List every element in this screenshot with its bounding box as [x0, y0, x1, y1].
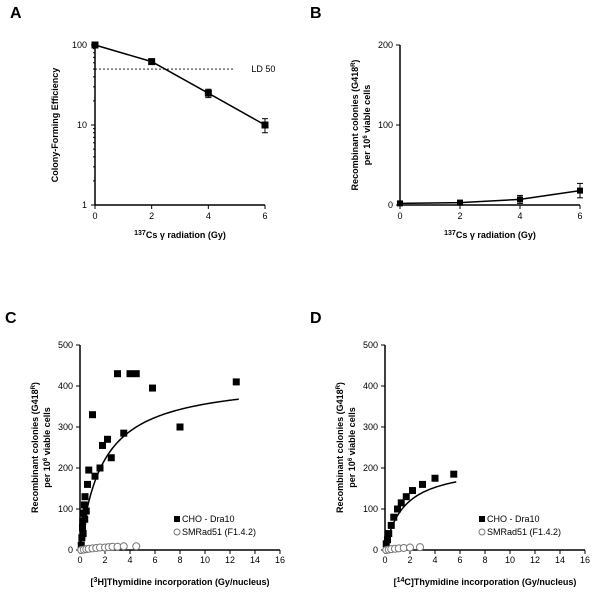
svg-text:200: 200 — [58, 463, 73, 473]
svg-text:137Cs γ radiation (Gy): 137Cs γ radiation (Gy) — [444, 230, 536, 241]
svg-text:137Cs γ radiation (Gy): 137Cs γ radiation (Gy) — [134, 230, 226, 241]
panel-label-d: D — [310, 310, 322, 328]
panel-label-b: B — [310, 5, 322, 23]
svg-text:2: 2 — [102, 555, 107, 565]
svg-text:CHO - Dra10: CHO - Dra10 — [182, 514, 235, 524]
svg-text:500: 500 — [363, 340, 378, 350]
svg-text:200: 200 — [363, 463, 378, 473]
svg-text:8: 8 — [482, 555, 487, 565]
svg-text:100: 100 — [72, 40, 87, 50]
chart-b: 0 2 4 6 0 100 200 137Cs γ radiation (Gy) Recombi… — [340, 30, 590, 250]
svg-text:200: 200 — [378, 40, 393, 50]
chart-a: 0 2 4 6 1 10 100 LD 50 137Cs γ radiation (Gy) Col… — [40, 30, 280, 250]
svg-text:14: 14 — [555, 555, 565, 565]
svg-text:10: 10 — [200, 555, 210, 565]
svg-text:10: 10 — [77, 120, 87, 130]
svg-text:SMRad51 (F1.4.2): SMRad51 (F1.4.2) — [487, 527, 561, 537]
svg-text:2: 2 — [457, 211, 462, 221]
svg-text:1: 1 — [82, 200, 87, 210]
svg-text:6: 6 — [457, 555, 462, 565]
svg-text:[14C]Thymidine incorporation (: [14C]Thymidine incorporation (Gy/nucleus… — [394, 577, 577, 588]
svg-text:10: 10 — [505, 555, 515, 565]
panel-label-a: A — [10, 5, 22, 23]
svg-text:100: 100 — [58, 504, 73, 514]
svg-text:LD 50: LD 50 — [251, 64, 275, 74]
svg-text:300: 300 — [363, 422, 378, 432]
svg-text:100: 100 — [363, 504, 378, 514]
svg-text:500: 500 — [58, 340, 73, 350]
svg-text:16: 16 — [275, 555, 285, 565]
svg-text:6: 6 — [152, 555, 157, 565]
svg-text:12: 12 — [225, 555, 235, 565]
svg-text:4: 4 — [432, 555, 437, 565]
svg-text:Colony-Forming Efficiency: Colony-Forming Efficiency — [50, 68, 60, 183]
svg-text:6: 6 — [262, 211, 267, 221]
svg-text:4: 4 — [127, 555, 132, 565]
svg-text:0: 0 — [373, 545, 378, 555]
panel-label-c: C — [5, 310, 17, 328]
chart-c: 0 2 4 6 8 10 12 14 16 0 100 200 300 400 500 CHO - Dra10… — [20, 335, 290, 595]
svg-text:SMRad51 (F1.4.2): SMRad51 (F1.4.2) — [182, 527, 256, 537]
svg-text:6: 6 — [577, 211, 582, 221]
svg-text:0: 0 — [68, 545, 73, 555]
svg-text:0: 0 — [77, 555, 82, 565]
svg-text:4: 4 — [206, 211, 211, 221]
svg-text:0: 0 — [397, 211, 402, 221]
svg-text:400: 400 — [58, 381, 73, 391]
svg-text:0: 0 — [382, 555, 387, 565]
svg-text:per 106 viable cells: per 106 viable cells — [362, 85, 372, 165]
svg-text:per 106 viable cells: per 106 viable cells — [347, 407, 357, 487]
svg-text:300: 300 — [58, 422, 73, 432]
svg-text:Recombinant colonies (G418R): Recombinant colonies (G418R) — [350, 60, 360, 191]
svg-text:0: 0 — [388, 200, 393, 210]
svg-text:14: 14 — [250, 555, 260, 565]
svg-text:8: 8 — [177, 555, 182, 565]
chart-d: 0 2 4 6 8 10 12 14 16 0 100 200 300 400 500 CHO - Dra10… — [325, 335, 595, 595]
svg-text:per 106 viable cells: per 106 viable cells — [42, 407, 52, 487]
svg-text:Recombinant colonies (G418R): Recombinant colonies (G418R) — [335, 382, 345, 513]
svg-text:4: 4 — [517, 211, 522, 221]
svg-text:400: 400 — [363, 381, 378, 391]
svg-text:0: 0 — [92, 211, 97, 221]
svg-text:Recombinant colonies (G418R): Recombinant colonies (G418R) — [30, 382, 40, 513]
svg-text:100: 100 — [378, 120, 393, 130]
svg-text:2: 2 — [149, 211, 154, 221]
svg-text:CHO - Dra10: CHO - Dra10 — [487, 514, 540, 524]
svg-text:[3H]Thymidine incorporation (G: [3H]Thymidine incorporation (Gy/nucleus) — [91, 577, 270, 588]
svg-text:12: 12 — [530, 555, 540, 565]
svg-text:16: 16 — [580, 555, 590, 565]
svg-text:2: 2 — [407, 555, 412, 565]
